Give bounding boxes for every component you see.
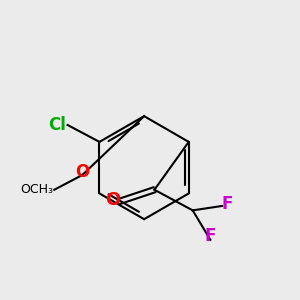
Text: O: O: [105, 191, 120, 209]
Text: F: F: [205, 227, 216, 245]
Text: O: O: [75, 163, 89, 181]
Text: F: F: [222, 196, 233, 214]
Text: Cl: Cl: [48, 116, 66, 134]
Text: OCH₃: OCH₃: [20, 183, 53, 196]
